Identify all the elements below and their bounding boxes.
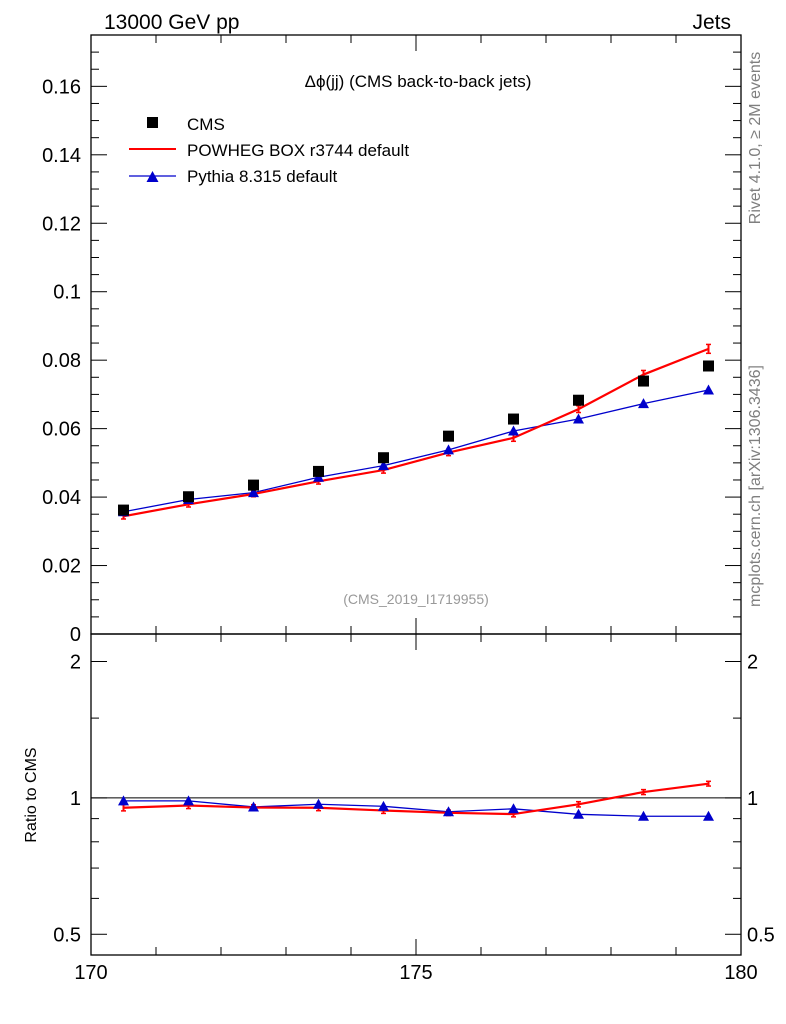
ratio-y-tick-label: 0.5 [53,924,81,946]
ratio-pythia-point [443,806,454,817]
y-tick-label: 0.12 [42,213,81,235]
ratio-pythia-point [378,800,389,811]
main-plot-series [118,343,714,520]
ratio-pythia-point [313,798,324,809]
pythia-point [378,460,389,471]
ratio-pythia-point [638,810,649,821]
pythia-point [443,444,454,455]
x-tick-label: 170 [74,962,107,984]
ratio-y-axis-label: Ratio to CMS [23,747,40,842]
legend-cms-marker [147,117,158,128]
ratio-pythia-point [508,803,519,814]
y-tick-label: 0.14 [42,145,81,167]
ratio-pythia-line [123,800,709,817]
y-tick-label: 0.08 [42,350,81,372]
y-tick-label: 0.04 [42,487,81,509]
ratio-powheg-line [123,782,709,816]
x-tick-labels: 170 175 180 [74,962,757,984]
legend-pythia-label: Pythia 8.315 default [187,167,338,186]
cms-data-point [118,504,129,516]
cms-data-point [638,375,649,387]
ratio-y-tick-label: 2 [70,651,81,673]
ratio-y-tick-labels-left: 0.5 1 2 [53,651,81,946]
y-tick-label: 0 [70,624,81,646]
cms-data-point [248,479,259,491]
ratio-y-tick-label: 0.5 [747,924,775,946]
ratio-pythia-point [183,795,194,806]
y-tick-label: 0.02 [42,556,81,578]
mcplots-reference-label: mcplots.cern.ch [arXiv:1306.3436] [747,365,764,607]
category-label: Jets [692,11,731,34]
ratio-pythia-point [573,808,584,819]
cms-data-point [183,491,194,503]
cms-data-point [573,394,584,406]
y-tick-label: 0.1 [53,282,81,304]
ratio-y-tick-label: 1 [747,788,758,810]
analysis-tag: (CMS_2019_I1719955) [343,591,489,607]
main-axis-ticks [90,34,742,635]
y-tick-label: 0.16 [42,76,81,98]
pythia-point [703,384,714,395]
legend: CMS POWHEG BOX r3744 default Pythia 8.31… [129,115,409,186]
cms-data-point [443,430,454,442]
legend-cms-label: CMS [187,115,225,134]
ratio-y-tick-label: 1 [70,788,81,810]
x-tick-label: 180 [724,962,757,984]
main-y-tick-labels: 0 0.02 0.04 0.06 0.08 0.1 0.12 0.14 0.16 [42,76,81,646]
x-tick-label: 175 [399,962,432,984]
pythia-series-line [123,389,709,513]
ratio-y-tick-labels-right: 0.5 1 2 [747,651,775,946]
legend-powheg-label: POWHEG BOX r3744 default [187,141,409,160]
ratio-pythia-point [248,801,259,812]
ratio-pythia-point [118,795,129,806]
pythia-point [638,398,649,409]
legend-pythia-marker [146,171,159,182]
pythia-point [573,413,584,424]
ratio-plot-series [118,780,714,821]
ratio-y-tick-label: 2 [747,651,758,673]
cms-data-point [508,413,519,425]
pythia-point [508,425,519,436]
chart-title: Δϕ(jj) (CMS back-to-back jets) [305,72,532,91]
energy-label: 13000 GeV pp [104,11,239,34]
powheg-series-line [123,347,709,518]
pythia-point [248,487,259,498]
rivet-version-label: Rivet 4.1.0, ≥ 2M events [747,52,764,224]
cms-data-point [313,465,324,477]
ratio-pythia-point [703,810,714,821]
y-tick-label: 0.06 [42,419,81,441]
cms-data-point [703,360,714,372]
cms-data-point [378,452,389,464]
